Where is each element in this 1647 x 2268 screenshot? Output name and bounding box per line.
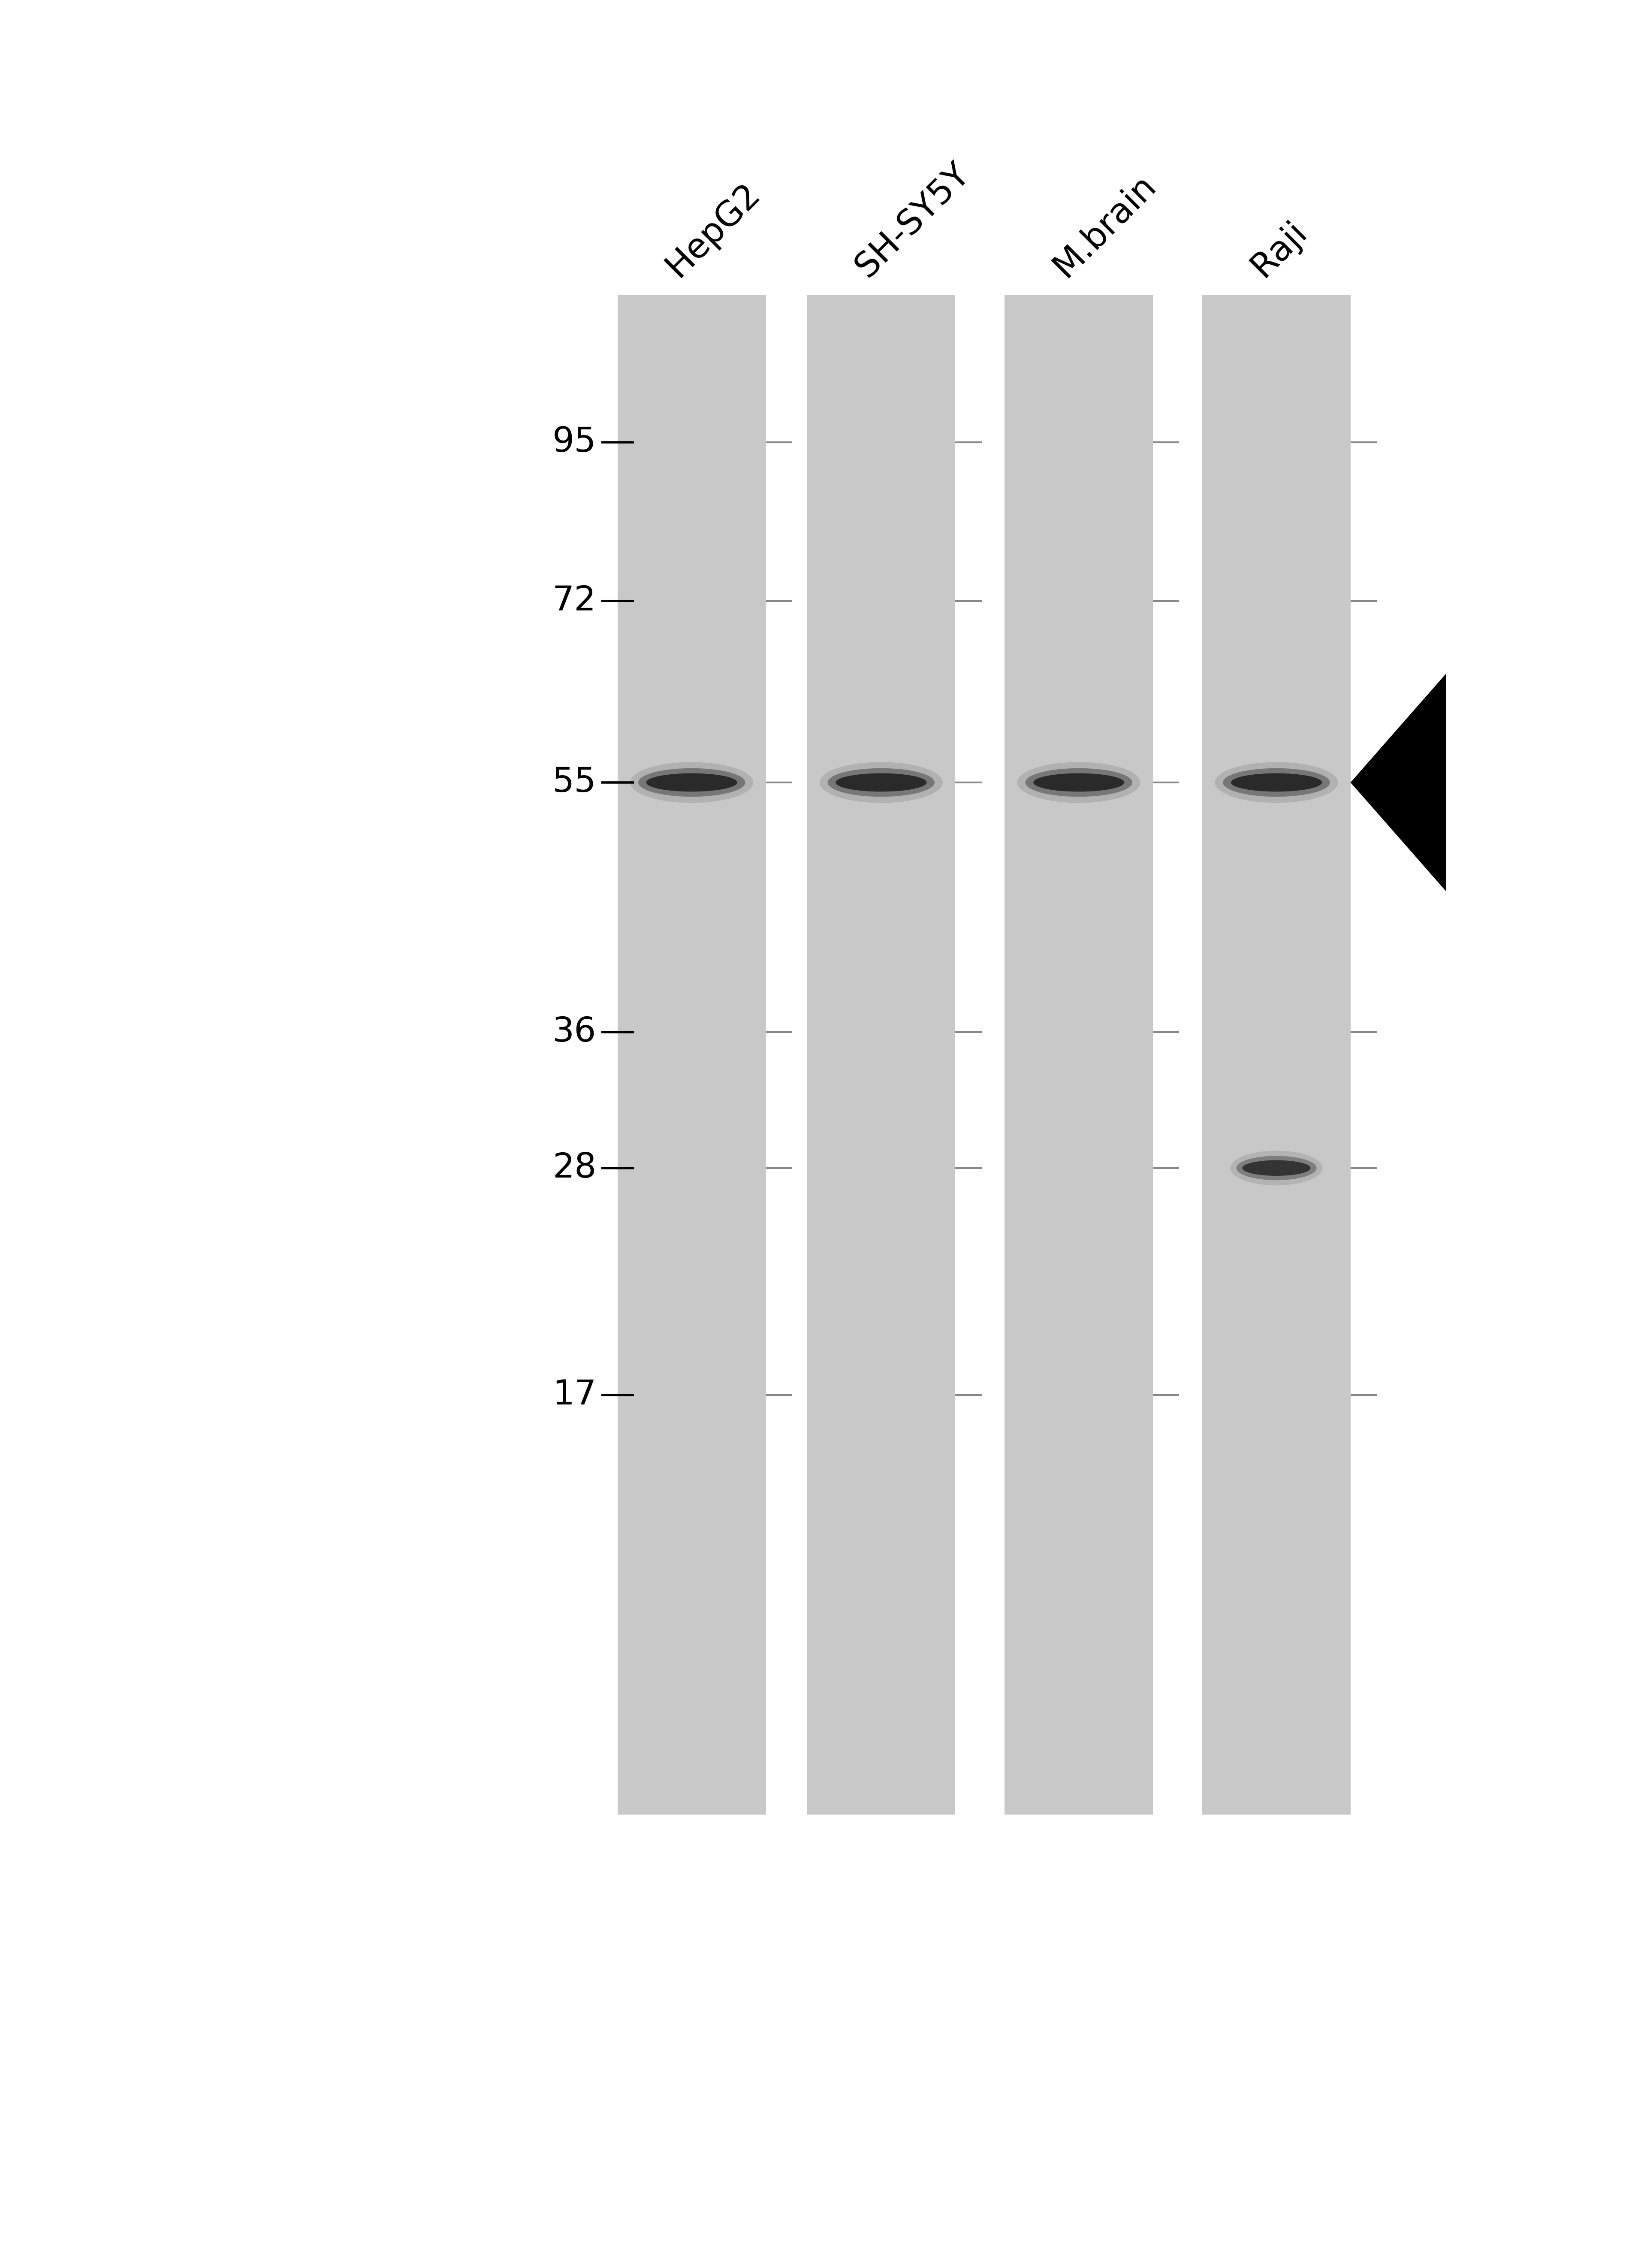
Ellipse shape [1033, 773, 1125, 792]
Ellipse shape [828, 769, 935, 796]
Bar [1005, 295, 1153, 1814]
Ellipse shape [1018, 762, 1140, 803]
Polygon shape [1351, 674, 1446, 891]
Ellipse shape [631, 762, 753, 803]
Ellipse shape [1024, 769, 1133, 796]
Ellipse shape [639, 769, 744, 796]
Ellipse shape [820, 762, 942, 803]
Text: HepG2: HepG2 [660, 177, 768, 284]
Bar [807, 295, 955, 1814]
Ellipse shape [835, 773, 927, 792]
Ellipse shape [1215, 762, 1337, 803]
Text: 55: 55 [552, 767, 596, 798]
Text: 95: 95 [552, 426, 596, 458]
Text: 72: 72 [552, 585, 596, 617]
Ellipse shape [1242, 1161, 1311, 1175]
Ellipse shape [1222, 769, 1331, 796]
Text: SH-SY5Y: SH-SY5Y [850, 156, 977, 284]
Text: 17: 17 [552, 1379, 596, 1411]
Ellipse shape [1237, 1157, 1316, 1179]
Text: 36: 36 [552, 1016, 596, 1048]
Ellipse shape [646, 773, 738, 792]
Bar [618, 295, 766, 1814]
Text: M.brain: M.brain [1047, 168, 1163, 284]
Text: Raji: Raji [1245, 215, 1313, 284]
Ellipse shape [1230, 1150, 1323, 1186]
Text: 28: 28 [552, 1152, 596, 1184]
Bar [1202, 295, 1351, 1814]
Ellipse shape [1230, 773, 1323, 792]
